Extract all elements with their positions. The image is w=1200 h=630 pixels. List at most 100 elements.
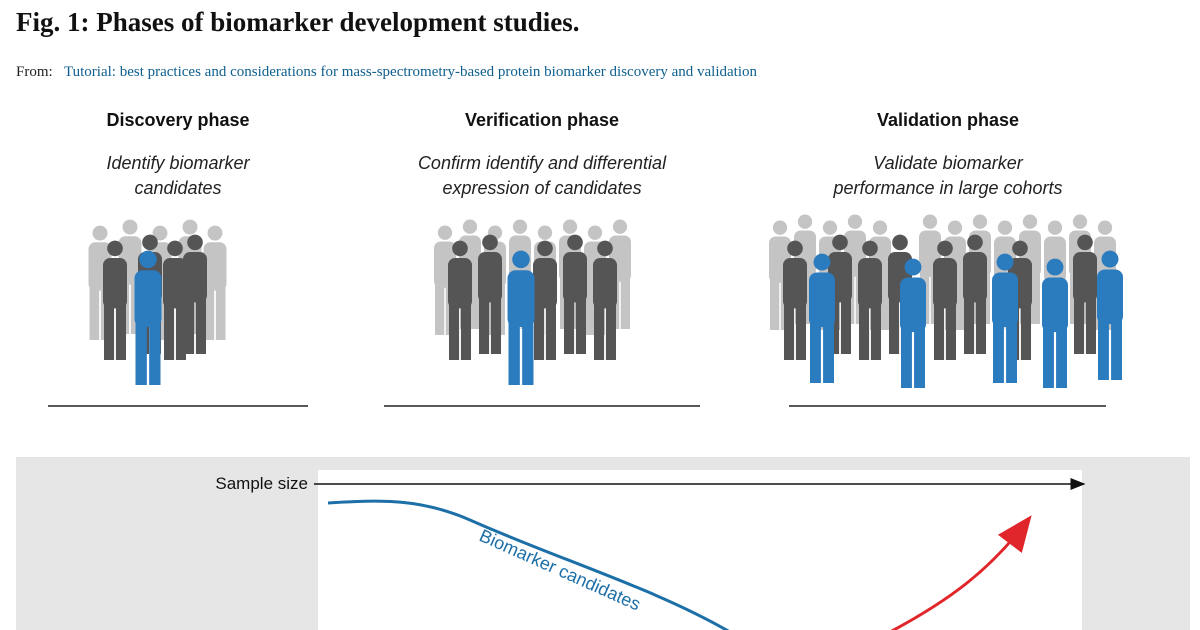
person-torso — [533, 258, 557, 309]
person-leg — [470, 276, 480, 329]
person — [103, 240, 127, 360]
person — [1097, 250, 1123, 380]
person-leg — [829, 296, 840, 354]
person-leg — [1030, 271, 1040, 324]
phase-description: Identify biomarker — [106, 153, 250, 173]
person-torso — [203, 242, 227, 291]
person — [963, 234, 987, 354]
person-leg — [1043, 325, 1054, 388]
person-torso — [933, 258, 957, 309]
person-head — [832, 234, 848, 251]
figure-title: Fig. 1: Phases of biomarker development … — [16, 7, 579, 37]
person-head — [562, 219, 578, 234]
person-leg — [104, 302, 115, 360]
person-leg — [435, 282, 445, 335]
person-head — [1097, 220, 1113, 235]
person-head — [452, 240, 468, 257]
person-head — [139, 250, 157, 269]
person — [563, 234, 587, 354]
phase-description: Confirm identify and differential — [418, 153, 667, 173]
person-head — [1012, 240, 1028, 257]
person-head — [904, 258, 922, 276]
person-leg — [880, 277, 890, 330]
person-torso — [1073, 252, 1097, 303]
phase-title: Verification phase — [465, 110, 619, 130]
person-head — [482, 234, 498, 251]
person-leg — [585, 282, 595, 335]
person-head — [587, 225, 603, 240]
phase-description: performance in large cohorts — [832, 178, 1062, 198]
person-leg — [89, 284, 100, 340]
person-head — [1022, 214, 1038, 229]
person — [448, 240, 472, 360]
person-leg — [195, 296, 206, 354]
person-leg — [190, 278, 201, 334]
person-leg — [575, 296, 586, 354]
person — [593, 240, 617, 360]
person-leg — [993, 320, 1004, 383]
person-head — [1047, 220, 1063, 235]
person-leg — [570, 276, 580, 329]
person-leg — [840, 296, 851, 354]
person-head — [1101, 250, 1119, 268]
person-head — [107, 240, 123, 257]
person-leg — [175, 302, 186, 360]
person-head — [207, 225, 223, 241]
person-head — [972, 214, 988, 229]
article-link[interactable]: Tutorial: best practices and considerati… — [64, 64, 757, 80]
person-torso — [507, 270, 535, 327]
person-leg — [184, 296, 195, 354]
person-leg — [770, 277, 780, 330]
person — [203, 225, 227, 340]
person-leg — [810, 320, 821, 383]
person-torso — [900, 277, 926, 333]
phase-title: Discovery phase — [106, 110, 249, 130]
person-torso — [134, 270, 162, 327]
person-leg — [1056, 325, 1067, 388]
person-head — [1046, 258, 1064, 276]
people-illustrations — [88, 214, 1123, 388]
person — [933, 240, 957, 360]
person-head — [1077, 234, 1093, 251]
person-leg — [934, 302, 945, 360]
person-leg — [479, 296, 490, 354]
person-leg — [1085, 296, 1096, 354]
person-leg — [1098, 317, 1109, 380]
person-leg — [1074, 296, 1085, 354]
person — [1042, 258, 1068, 388]
person-leg — [460, 302, 471, 360]
person — [134, 250, 162, 385]
person-head — [437, 225, 453, 240]
person-leg — [605, 302, 616, 360]
person-head — [612, 219, 628, 234]
person-torso — [963, 252, 987, 303]
person-head — [772, 220, 788, 235]
person-leg — [823, 320, 834, 383]
phase-title: Validation phase — [877, 110, 1019, 130]
person-head — [167, 240, 183, 257]
person-leg — [564, 296, 575, 354]
person-leg — [534, 302, 545, 360]
person-leg — [449, 302, 460, 360]
person — [809, 253, 835, 383]
from-label: From: — [16, 64, 53, 80]
validation-arrow — [890, 515, 1032, 630]
person-head — [182, 219, 198, 235]
person-head — [787, 240, 803, 257]
person — [183, 234, 207, 354]
person — [858, 240, 882, 360]
person-head — [862, 240, 878, 257]
person-head — [512, 250, 530, 269]
person-torso — [1042, 277, 1068, 333]
person-leg — [522, 320, 534, 385]
person-torso — [448, 258, 472, 309]
person-leg — [135, 320, 147, 385]
person-torso — [163, 258, 187, 309]
person — [533, 240, 557, 360]
person-head — [872, 220, 888, 235]
person-leg — [620, 276, 630, 329]
person-head — [947, 220, 963, 235]
person-leg — [485, 282, 495, 335]
person-torso — [858, 258, 882, 309]
